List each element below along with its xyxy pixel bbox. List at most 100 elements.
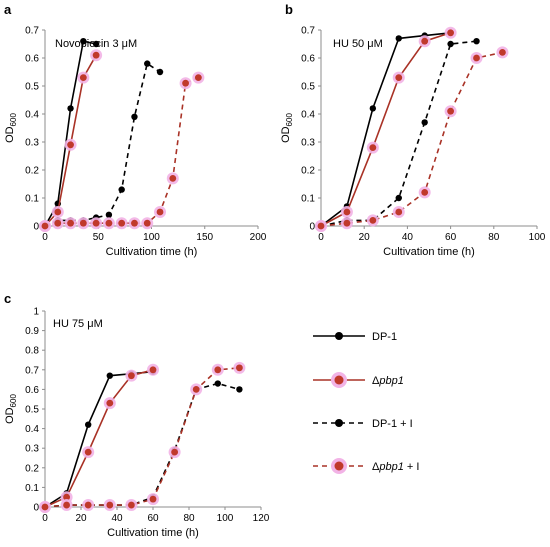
y-tick-label: 0.2 (301, 166, 315, 177)
data-point (127, 501, 135, 509)
y-axis-label: OD600 (280, 113, 294, 143)
data-point (106, 372, 114, 379)
x-tick-label: 150 (196, 232, 213, 243)
data-point (67, 141, 74, 149)
data-point (395, 194, 402, 202)
y-axis-label: OD600 (4, 394, 18, 424)
legend-label: Δpbp1 + I (372, 461, 419, 473)
data-point (84, 448, 92, 456)
data-point (80, 38, 87, 45)
legend-marker (334, 461, 344, 471)
data-point (92, 51, 100, 59)
y-tick-label: 0.4 (301, 110, 315, 121)
data-point (369, 144, 377, 152)
y-tick-label: 0.3 (25, 444, 39, 455)
y-tick-label: 0.1 (25, 194, 39, 205)
panel-c-chart: 0 0.1 0.2 0.3 0.4 0.5 0.6 0.7 0.8 0.9 1 0 20 40 60 80 10… (4, 307, 270, 540)
legend-label: DP-1 + I (372, 418, 413, 430)
data-point (447, 107, 454, 115)
data-point (41, 222, 49, 230)
y-tick-label: 0.2 (25, 463, 39, 474)
y-tick-label: 0.9 (25, 326, 39, 337)
data-point (118, 219, 126, 227)
data-point (149, 366, 157, 374)
y-tick-label: 0.8 (25, 346, 39, 357)
series-line-c-dp-1-i (44, 382, 240, 508)
x-tick-label: 200 (250, 232, 267, 243)
data-point (127, 372, 135, 380)
x-tick-label: 60 (147, 513, 159, 524)
data-point (79, 219, 87, 227)
data-point (156, 208, 164, 216)
data-point (343, 219, 351, 227)
data-point (67, 105, 74, 112)
data-point (84, 501, 92, 509)
panel-annotation: HU 75 μM (53, 318, 103, 330)
data-point (118, 186, 125, 193)
y-tick-label: 0.6 (301, 54, 315, 65)
data-point (92, 40, 100, 48)
data-point (369, 217, 377, 224)
y-tick-label: 0.7 (25, 26, 39, 37)
panel-a-chart: 0 0.1 0.2 0.3 0.4 0.5 0.6 0.7 0 50 100 150 200 Cultiv… (4, 26, 267, 259)
data-point (171, 448, 179, 456)
x-tick-label: 80 (183, 513, 195, 524)
data-point (214, 380, 221, 387)
y-tick-label: 0.5 (25, 405, 39, 416)
x-axis-label: Cultivation time (h) (107, 527, 199, 539)
legend-label: Δpbp1 (372, 375, 404, 387)
x-tick-label: 40 (111, 513, 123, 524)
data-point (54, 208, 62, 216)
series-line-a-pbp1-i (44, 76, 199, 227)
legend-label: DP-1 (372, 331, 397, 343)
x-tick-label: 100 (529, 232, 546, 243)
x-tick-label: 100 (217, 513, 234, 524)
x-tick-label: 0 (318, 232, 324, 243)
data-point (447, 29, 454, 37)
x-tick-label: 20 (75, 513, 87, 524)
legend-marker (334, 375, 344, 385)
data-point (106, 399, 114, 407)
data-point (395, 35, 402, 42)
data-point (317, 222, 325, 230)
y-tick-label: 1 (33, 307, 39, 318)
x-tick-label: 120 (253, 513, 270, 524)
y-tick-label: 0.5 (25, 82, 39, 93)
series-line-c-pbp1 (44, 369, 154, 508)
data-point (499, 49, 506, 56)
data-point (63, 501, 70, 509)
data-point (395, 208, 403, 216)
data-point (106, 501, 114, 509)
y-tick-label: 0.5 (301, 82, 315, 93)
data-point (421, 189, 429, 196)
data-point (214, 366, 222, 374)
data-point (149, 495, 157, 503)
data-point (194, 74, 202, 81)
data-point (143, 219, 151, 227)
series-line-c-dp-1 (44, 370, 154, 508)
legend-marker (335, 332, 343, 340)
y-tick-label: 0.6 (25, 385, 39, 396)
y-tick-label: 0.3 (301, 138, 315, 149)
data-point (395, 74, 403, 81)
data-point (421, 119, 428, 126)
x-tick-label: 100 (143, 232, 160, 243)
y-tick-label: 0 (309, 222, 315, 233)
y-tick-label: 0.7 (301, 26, 315, 37)
y-tick-label: 0.1 (25, 483, 39, 494)
data-point (63, 493, 70, 501)
series-line-b-dp-1 (320, 32, 451, 227)
y-tick-label: 0 (33, 222, 39, 233)
data-point (85, 421, 92, 428)
panel-letter-c: c (4, 291, 11, 306)
x-tick-label: 0 (42, 232, 48, 243)
panel-b-chart: 0 0.1 0.2 0.3 0.4 0.5 0.6 0.7 0 20 40 60 80 100 Cultiv… (280, 26, 546, 259)
y-tick-label: 0.1 (301, 194, 315, 205)
y-tick-label: 0 (33, 503, 39, 514)
data-point (236, 386, 243, 393)
data-point (343, 208, 351, 216)
series-line-b-pbp1 (320, 32, 451, 227)
data-point (79, 74, 87, 81)
data-point (192, 386, 200, 393)
x-tick-label: 0 (42, 513, 48, 524)
